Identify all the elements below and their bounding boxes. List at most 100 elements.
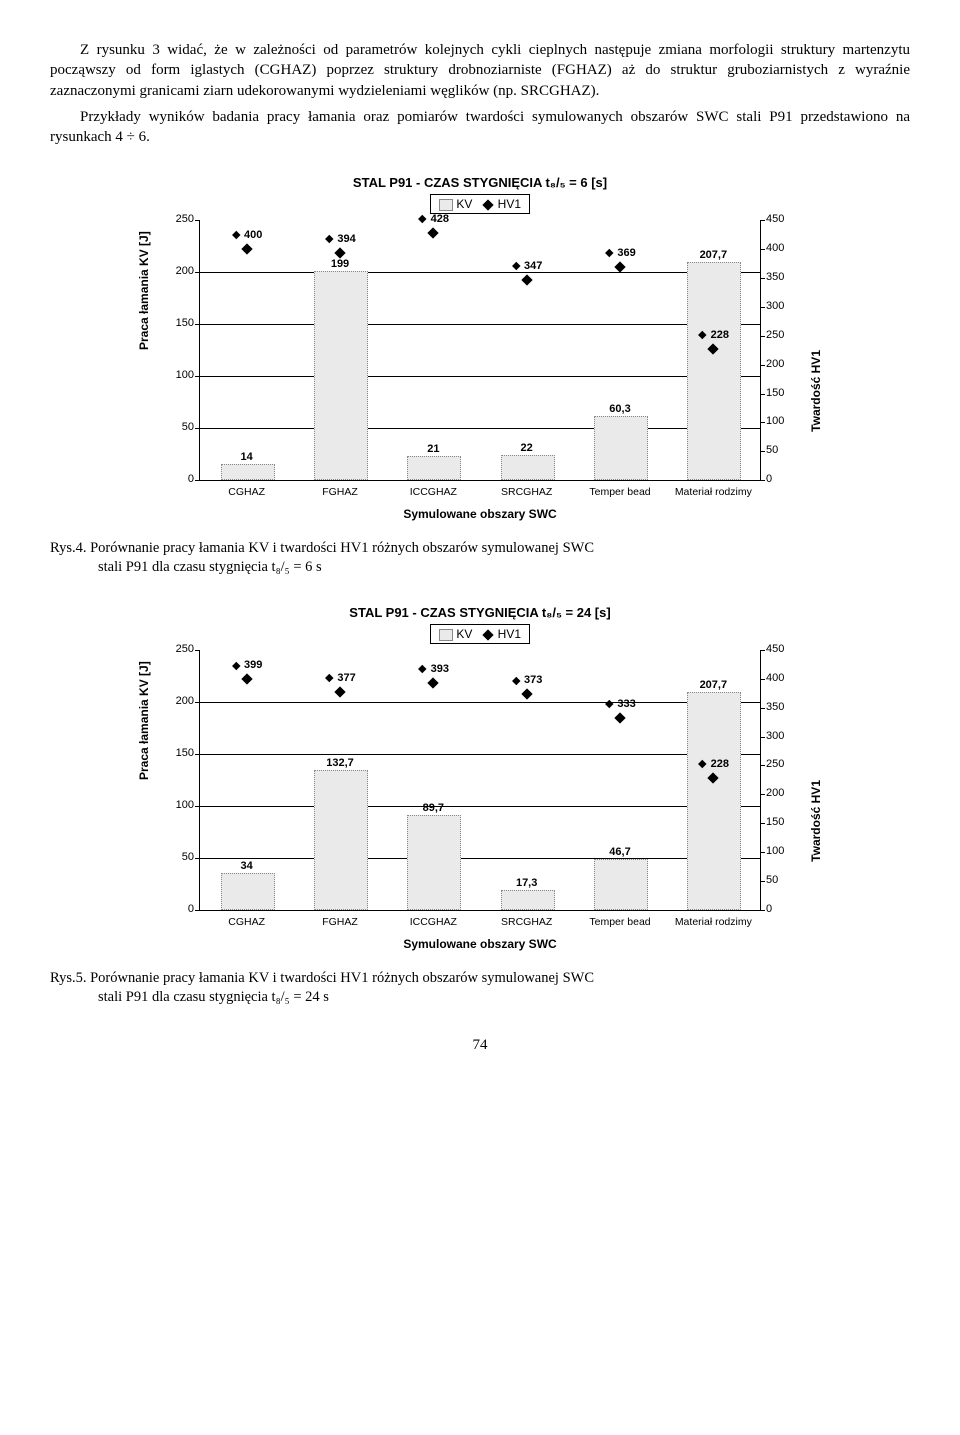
bar [501, 455, 555, 480]
bar-value-label: 60,3 [609, 403, 630, 415]
ytick-left: 200 [166, 266, 194, 277]
x-category-label: SRCGHAZ [501, 486, 552, 498]
bar [501, 890, 555, 910]
ytick-left: 50 [166, 422, 194, 433]
x-category-label: Materiał rodzimy [675, 486, 752, 498]
bar [314, 271, 368, 480]
legend-diamond-icon2 [483, 629, 494, 640]
bar-value-label: 22 [521, 442, 533, 454]
data-point-diamond [241, 243, 252, 254]
chart2-xlabel: Symulowane obszary SWC [199, 937, 761, 951]
chart2-legend: KV HV1 [430, 624, 530, 644]
page-number: 74 [50, 1037, 910, 1054]
ytick-right: 250 [766, 330, 794, 341]
ytick-left: 0 [166, 904, 194, 915]
x-category-label: SRCGHAZ [501, 916, 552, 928]
point-value-label: 393 [418, 663, 449, 675]
data-point-diamond [428, 227, 439, 238]
ytick-right: 0 [766, 904, 794, 915]
legend-kv-label2: KV [456, 627, 472, 641]
x-category-label: Temper bead [589, 916, 650, 928]
bar-value-label: 21 [427, 443, 439, 455]
legend-bar-swatch2 [439, 629, 453, 641]
ytick-left: 50 [166, 852, 194, 863]
ytick-right: 450 [766, 644, 794, 655]
ytick-right: 150 [766, 817, 794, 828]
chart2-plot: Praca łamania KV [J] Twardość HV1 050100… [199, 650, 761, 911]
paragraph-1: Z rysunku 3 widać, że w zależności od pa… [50, 40, 910, 101]
figure5-caption-line2: stali P91 dla czasu stygnięcia t₈/₅ = 24… [50, 988, 910, 1007]
point-value-label: 394 [324, 233, 355, 245]
ytick-left: 250 [166, 214, 194, 225]
ytick-right: 400 [766, 673, 794, 684]
ytick-right: 200 [766, 359, 794, 370]
legend-bar-swatch [439, 199, 453, 211]
chart2: Praca łamania KV [J] Twardość HV1 050100… [199, 650, 761, 951]
ytick-right: 450 [766, 214, 794, 225]
bar [594, 859, 648, 910]
x-category-label: ICCGHAZ [410, 486, 457, 498]
figure4-caption: Rys.4. Porównanie pracy łamania KV i twa… [50, 539, 910, 577]
figure5-caption: Rys.5. Porównanie pracy łamania KV i twa… [50, 969, 910, 1007]
bar-value-label: 34 [241, 860, 253, 872]
chart2-title: STAL P91 - CZAS STYGNIĘCIA t₈/₅ = 24 [s] [50, 605, 910, 620]
legend-hv-label: HV1 [498, 197, 521, 211]
legend-diamond-icon [483, 199, 494, 210]
point-value-label: 347 [511, 260, 542, 272]
point-value-label: 377 [324, 672, 355, 684]
x-category-label: CGHAZ [228, 916, 265, 928]
chart1: Praca łamania KV [J] Twardość HV1 050100… [199, 220, 761, 521]
ytick-right: 350 [766, 272, 794, 283]
bar-value-label: 17,3 [516, 877, 537, 889]
ytick-right: 300 [766, 301, 794, 312]
ytick-right: 50 [766, 875, 794, 886]
bar [687, 692, 741, 910]
bar [687, 262, 741, 480]
data-point-diamond [521, 274, 532, 285]
bar-value-label: 14 [241, 451, 253, 463]
paragraph-2: Przykłady wyników badania pracy łamania … [50, 107, 910, 148]
x-category-label: ICCGHAZ [410, 916, 457, 928]
figure5-caption-line1: Rys.5. Porównanie pracy łamania KV i twa… [50, 970, 594, 986]
ytick-right: 350 [766, 702, 794, 713]
bar-value-label: 89,7 [423, 802, 444, 814]
x-category-label: FGHAZ [322, 486, 358, 498]
point-value-label: 400 [231, 229, 262, 241]
ytick-left: 200 [166, 696, 194, 707]
ytick-right: 50 [766, 445, 794, 456]
ytick-left: 0 [166, 474, 194, 485]
ytick-right: 300 [766, 731, 794, 742]
bar-value-label: 207,7 [700, 679, 728, 691]
data-point-diamond [241, 674, 252, 685]
ytick-right: 150 [766, 388, 794, 399]
ytick-left: 250 [166, 644, 194, 655]
bar [594, 416, 648, 481]
chart1-plot: Praca łamania KV [J] Twardość HV1 050100… [199, 220, 761, 481]
bar-value-label: 46,7 [609, 846, 630, 858]
ytick-right: 250 [766, 759, 794, 770]
x-category-label: Temper bead [589, 486, 650, 498]
ytick-right: 200 [766, 788, 794, 799]
data-point-diamond [428, 677, 439, 688]
chart1-xlabel: Symulowane obszary SWC [199, 507, 761, 521]
ytick-left: 150 [166, 318, 194, 329]
x-category-label: Materiał rodzimy [675, 916, 752, 928]
ytick-right: 400 [766, 243, 794, 254]
chart2-ylabel-right: Twardość HV1 [809, 780, 823, 862]
bar [314, 770, 368, 910]
ytick-right: 0 [766, 474, 794, 485]
ytick-left: 150 [166, 748, 194, 759]
point-value-label: 228 [698, 329, 729, 341]
data-point-diamond [614, 261, 625, 272]
point-value-label: 333 [604, 698, 635, 710]
ytick-right: 100 [766, 846, 794, 857]
point-value-label: 369 [604, 247, 635, 259]
point-value-label: 373 [511, 674, 542, 686]
chart2-ylabel-left: Praca łamania KV [J] [137, 661, 151, 780]
chart1-title: STAL P91 - CZAS STYGNIĘCIA t₈/₅ = 6 [s] [50, 175, 910, 190]
bar [407, 456, 461, 480]
ytick-left: 100 [166, 800, 194, 811]
bar-value-label: 199 [331, 258, 349, 270]
chart1-legend: KV HV1 [430, 194, 530, 214]
figure4-caption-line2: stali P91 dla czasu stygnięcia t₈/₅ = 6 … [50, 558, 910, 577]
